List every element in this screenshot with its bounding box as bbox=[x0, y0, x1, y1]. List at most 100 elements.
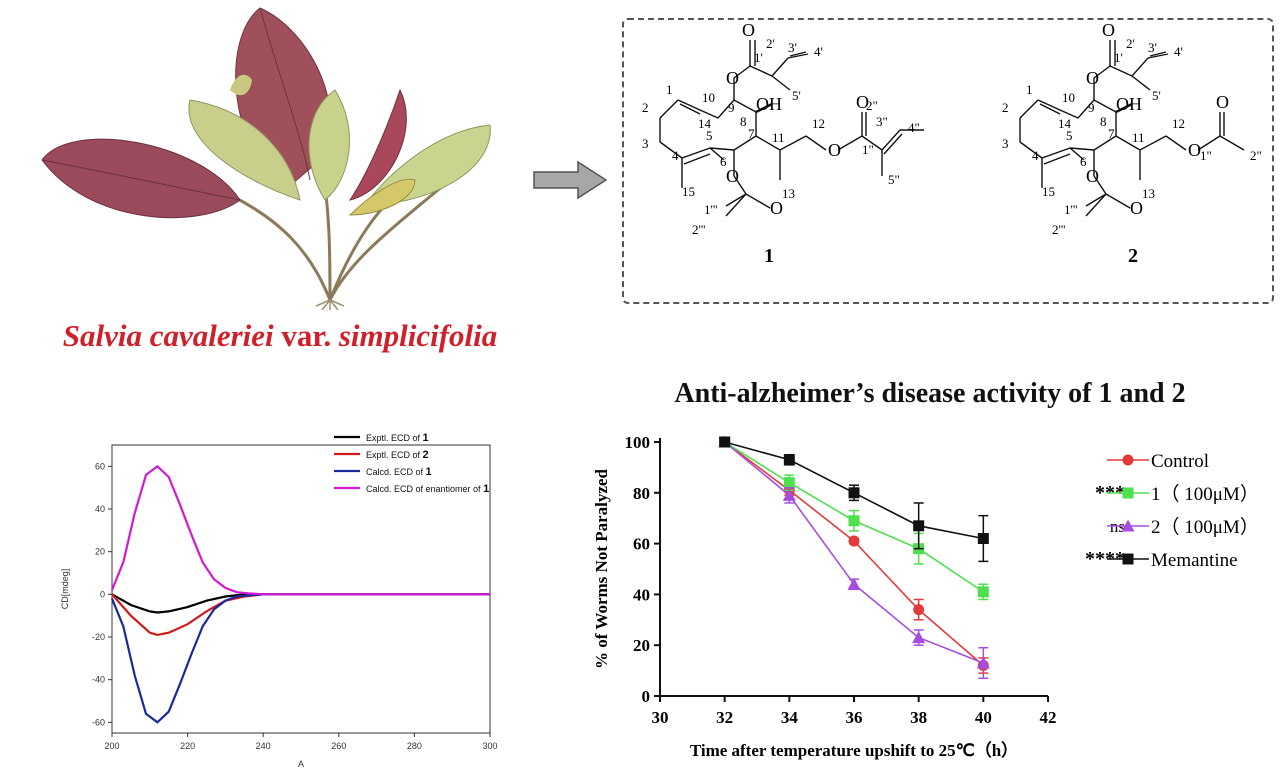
atom-o: O bbox=[726, 68, 739, 88]
bond bbox=[709, 147, 725, 161]
bond bbox=[1085, 193, 1107, 217]
legend-significance: **** bbox=[1085, 548, 1125, 570]
bond bbox=[1093, 65, 1111, 79]
data-point bbox=[1122, 454, 1134, 466]
bond bbox=[717, 99, 735, 119]
atom-o: O bbox=[1086, 68, 1099, 88]
data-point bbox=[782, 488, 796, 501]
data-point bbox=[1122, 553, 1134, 565]
activity-chart: 30 32 34 36 38 40 42 0 20 40 60 80 100 Time after tem… bbox=[592, 433, 1259, 760]
ecd-series-line bbox=[111, 593, 490, 614]
ecd-y-tick-label: 0 bbox=[100, 589, 105, 599]
atom-o: O bbox=[726, 166, 739, 186]
atom-number: 8 bbox=[740, 114, 747, 129]
atom-o: O bbox=[1188, 140, 1201, 160]
plant-variety: simplicifolia bbox=[338, 318, 498, 353]
bond bbox=[1139, 135, 1167, 151]
atom-number: 1''' bbox=[1064, 202, 1078, 217]
data-point bbox=[913, 520, 925, 532]
bond bbox=[1115, 102, 1133, 114]
series-group bbox=[718, 435, 990, 679]
bond bbox=[733, 135, 757, 151]
atom-number: 14 bbox=[1058, 116, 1072, 131]
bond bbox=[1105, 193, 1131, 209]
ecd-x-tick-label: 200 bbox=[104, 741, 119, 751]
y-tick-label: 60 bbox=[633, 535, 650, 554]
ecd-y-tick-label: 40 bbox=[95, 504, 105, 514]
atom-oh: OH bbox=[756, 94, 782, 114]
data-point bbox=[783, 454, 795, 466]
ecd-chart: 200 220 240 260 280 3006040200-20-40-60ACD[md… bbox=[60, 432, 498, 769]
bond bbox=[771, 75, 791, 91]
bond bbox=[725, 193, 747, 217]
atom-number: 4 bbox=[1032, 148, 1039, 163]
bond bbox=[659, 141, 683, 159]
bond bbox=[733, 65, 751, 79]
series-line bbox=[724, 441, 984, 667]
atom-number: 2' bbox=[766, 36, 775, 51]
data-point bbox=[848, 535, 860, 547]
atom-number: 1' bbox=[1114, 50, 1123, 65]
bond bbox=[861, 135, 883, 151]
ecd-y-tick-label: -60 bbox=[92, 717, 105, 727]
bond bbox=[745, 193, 771, 209]
atom-number: 2''' bbox=[692, 222, 706, 237]
bond bbox=[771, 57, 789, 77]
atom-number: 6 bbox=[1080, 154, 1087, 169]
series-line bbox=[724, 441, 984, 664]
atom-number: 5 bbox=[706, 128, 713, 143]
series-group bbox=[719, 436, 989, 601]
x-tick-label: 38 bbox=[910, 708, 927, 727]
legend-label: Memantine bbox=[1151, 550, 1238, 571]
atom-number: 2" bbox=[866, 98, 878, 113]
bond bbox=[1037, 99, 1061, 111]
atom-number: 3' bbox=[1148, 40, 1157, 55]
atom-number: 5" bbox=[888, 172, 900, 187]
atom-number: 12 bbox=[1172, 116, 1185, 131]
atom-number: 1" bbox=[1200, 148, 1212, 163]
x-tick-label: 32 bbox=[716, 708, 733, 727]
atom-number: 2' bbox=[1126, 36, 1135, 51]
bond bbox=[1197, 135, 1221, 151]
bond bbox=[1077, 99, 1095, 119]
atom-o: O bbox=[856, 92, 869, 112]
atom-number: 6 bbox=[720, 154, 727, 169]
series-group bbox=[719, 436, 989, 674]
atom-number: 2 bbox=[1002, 100, 1009, 115]
atom-number: 8 bbox=[1100, 114, 1107, 129]
atom-number: 5' bbox=[792, 88, 801, 103]
atom-o: O bbox=[742, 20, 755, 40]
data-point bbox=[1122, 487, 1134, 499]
data-point bbox=[1121, 519, 1135, 532]
atom-number: 2 bbox=[642, 100, 649, 115]
atom-number: 10 bbox=[702, 90, 715, 105]
x-tick-label: 36 bbox=[846, 708, 863, 727]
atom-number: 15 bbox=[682, 184, 695, 199]
bond bbox=[683, 153, 711, 165]
data-point bbox=[977, 533, 989, 545]
atom-number: 1' bbox=[754, 50, 763, 65]
data-point bbox=[977, 586, 989, 598]
y-axis-label: % of Worms Not Paralyzed bbox=[592, 469, 611, 669]
ecd-series-line bbox=[111, 593, 490, 637]
bond bbox=[837, 135, 863, 151]
x-tick-label: 40 bbox=[975, 708, 992, 727]
ecd-legend-entry: Calcd. ECD of 1 bbox=[366, 466, 432, 478]
y-tick-label: 0 bbox=[642, 687, 651, 706]
atom-number: 7 bbox=[1108, 126, 1115, 141]
data-point bbox=[783, 477, 795, 489]
x-tick-label: 34 bbox=[781, 708, 799, 727]
atom-number: 4 bbox=[672, 148, 679, 163]
bond bbox=[733, 175, 747, 195]
bond bbox=[805, 135, 827, 151]
x-tick-label: 42 bbox=[1040, 708, 1057, 727]
data-point bbox=[848, 515, 860, 527]
data-point bbox=[848, 487, 860, 499]
bond bbox=[1019, 99, 1039, 119]
plant-name-caption: Salvia cavaleriei var. simplicifolia bbox=[20, 318, 540, 354]
atom-number: 2" bbox=[1250, 148, 1262, 163]
data-point bbox=[847, 577, 861, 590]
ecd-x-tick-label: 240 bbox=[256, 741, 271, 751]
ecd-series-line bbox=[110, 464, 490, 596]
